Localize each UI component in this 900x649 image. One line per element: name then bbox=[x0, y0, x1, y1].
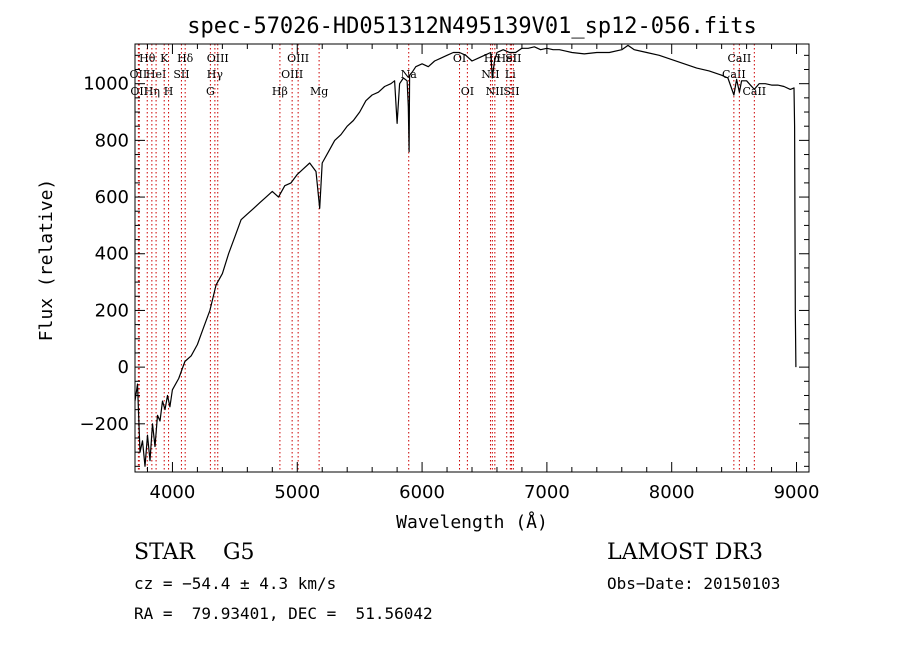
line-label-25-0: SII bbox=[505, 52, 521, 65]
obs-date-text: Obs−Date: 20150103 bbox=[607, 574, 781, 593]
line-label-12-0: Hβ bbox=[272, 85, 288, 98]
line-label-8-0: Hδ bbox=[177, 52, 194, 65]
line-label-15-0: Mg bbox=[310, 85, 328, 98]
line-label-20-0: Hα bbox=[484, 52, 502, 65]
line-label-7-0: SII bbox=[173, 68, 189, 81]
subclass-label: G5 bbox=[222, 540, 255, 565]
x-tick-label-1: 5000 bbox=[274, 482, 320, 503]
y-tick-label-6: 1000 bbox=[83, 74, 129, 95]
line-label-23-0: Li bbox=[505, 68, 516, 81]
line-label-14-0: OIII bbox=[287, 52, 309, 65]
line-label-3-0: Hη bbox=[144, 85, 160, 98]
x-tick-label-5: 9000 bbox=[774, 482, 820, 503]
y-tick-label-0: −200 bbox=[80, 414, 129, 435]
y-tick-label-5: 800 bbox=[95, 130, 129, 151]
line-label-17-0: OI bbox=[453, 52, 466, 65]
y-tick-label-1: 0 bbox=[118, 357, 129, 378]
y-axis-label: Flux (relative) bbox=[36, 179, 57, 342]
x-tick-label-4: 8000 bbox=[649, 482, 695, 503]
line-label-28-0: CaII bbox=[742, 85, 766, 98]
line-label-22-0: HeI bbox=[496, 52, 516, 65]
x-axis-label: Wavelength (Å) bbox=[396, 511, 548, 533]
spectrum-line bbox=[134, 44, 797, 467]
redshift-text: cz = −54.4 ± 4.3 km/s bbox=[134, 574, 337, 593]
line-label-27-0: CaII bbox=[728, 52, 752, 65]
y-tick-label-3: 400 bbox=[95, 244, 129, 265]
line-label-19-0: NII bbox=[481, 68, 499, 81]
coordinates-text: RA = 79.93401, DEC = 51.56042 bbox=[134, 604, 433, 623]
line-label-9-0: G bbox=[206, 85, 215, 98]
plot-axes: 4000 5000 6000 7000 8000 9000 −200 0 200 400 600 80… bbox=[80, 43, 820, 503]
line-label-0-0: OII bbox=[130, 68, 148, 81]
line-label-21-0: NII bbox=[486, 85, 504, 98]
plot-frame bbox=[134, 43, 810, 473]
spectral-line-markers: OIIOIIHθHηHeIKHSIIHδGHγOIIIHβOIIIOIIIMgN… bbox=[130, 44, 766, 472]
class-label: STAR bbox=[134, 540, 195, 565]
x-tick-label-0: 4000 bbox=[150, 482, 196, 503]
spectral-class: STAR G5 bbox=[134, 540, 255, 565]
y-tick-label-4: 600 bbox=[95, 187, 129, 208]
line-label-11-0: OIII bbox=[207, 52, 229, 65]
y-tick-label-2: 200 bbox=[95, 300, 129, 321]
line-label-26-0: CaII bbox=[722, 68, 746, 81]
line-label-5-0: K bbox=[160, 52, 169, 65]
line-label-6-0: H bbox=[164, 85, 174, 98]
line-label-18-0: OI bbox=[461, 85, 474, 98]
x-tick-label-3: 7000 bbox=[524, 482, 570, 503]
line-label-24-0: SII bbox=[503, 85, 519, 98]
line-label-10-0: Hγ bbox=[207, 68, 224, 81]
x-tick-label-2: 6000 bbox=[399, 482, 445, 503]
line-label-13-0: OIII bbox=[281, 68, 303, 81]
chart-title: spec-57026-HD051312N495139V01_sp12-056.f… bbox=[187, 14, 757, 39]
spectrum-series bbox=[134, 44, 797, 467]
survey-label: LAMOST DR3 bbox=[607, 540, 763, 565]
line-label-4-0: HeI bbox=[146, 68, 166, 81]
line-label-2-0: Hθ bbox=[139, 52, 156, 65]
